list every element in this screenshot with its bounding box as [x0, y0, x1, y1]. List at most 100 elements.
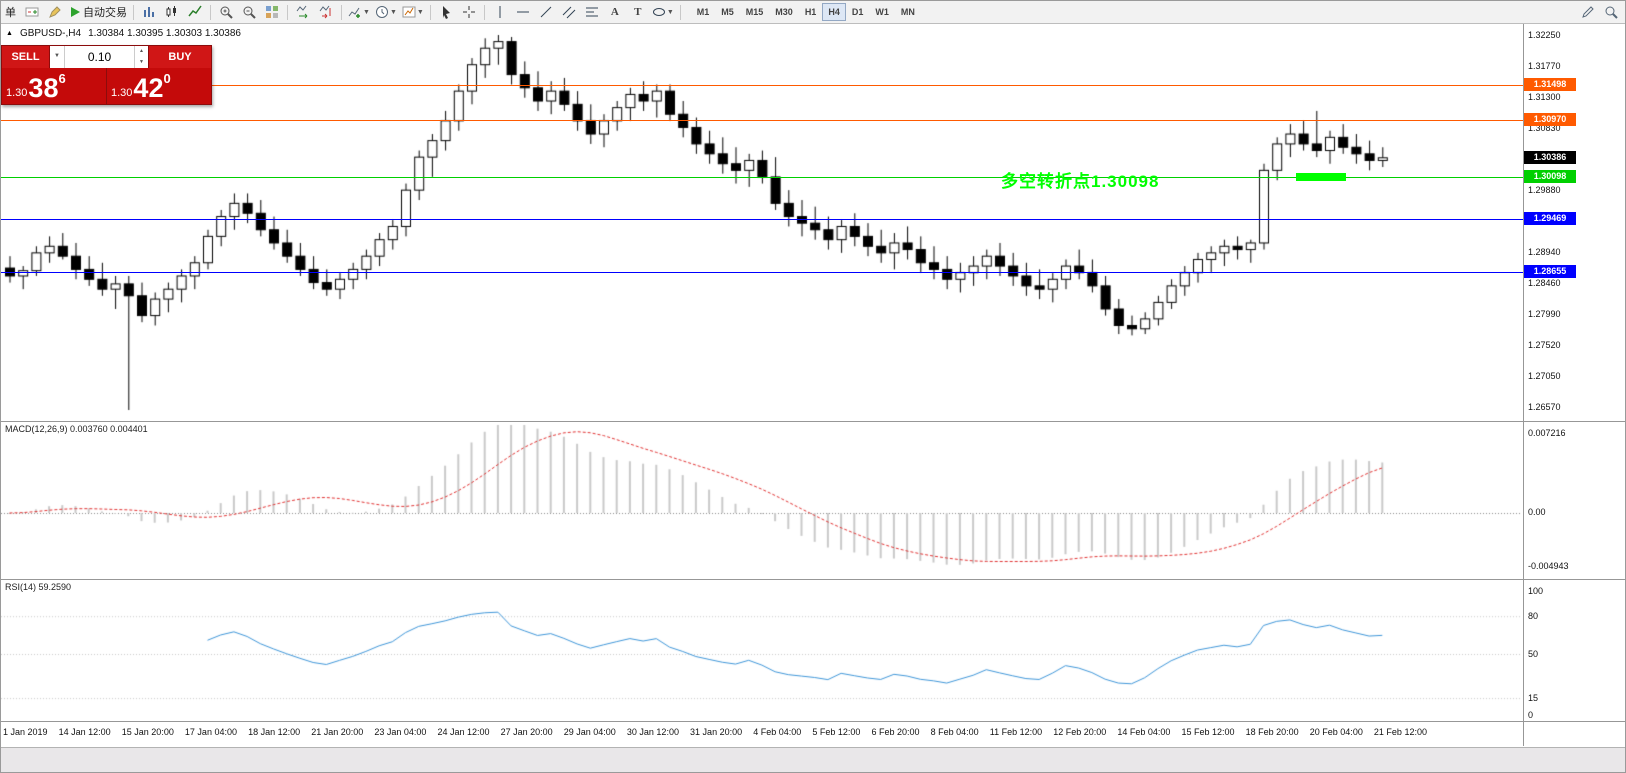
- time-axis-separator: [1, 721, 1625, 722]
- time-label: 29 Jan 04:00: [563, 727, 616, 737]
- timeframe-m30[interactable]: M30: [769, 3, 799, 21]
- metaeditor-icon[interactable]: [44, 2, 66, 22]
- timeframe-m5[interactable]: M5: [715, 3, 740, 21]
- template-icon: [402, 6, 416, 18]
- channel-icon[interactable]: [558, 2, 580, 22]
- price-axis-label: 1.30830: [1528, 123, 1561, 133]
- buy-button[interactable]: BUY: [149, 46, 211, 68]
- toolbar: 单 自动交易 ▼ ▼ ▼ A T ▼ M1: [1, 1, 1625, 24]
- autotrading-label: 自动交易: [83, 7, 127, 19]
- support-line-1[interactable]: [1, 219, 1523, 220]
- sell-price-big: 38: [28, 73, 59, 103]
- price-axis-border: [1523, 23, 1524, 746]
- volume-down-icon[interactable]: ▼: [139, 59, 144, 65]
- price-badge-support-1: 1.29469: [1524, 212, 1576, 225]
- pivot-line[interactable]: [1, 177, 1523, 178]
- buy-price-big: 42: [133, 73, 164, 103]
- fibonacci-icon[interactable]: [581, 2, 603, 22]
- rsi-label: RSI(14) 59.2590: [5, 582, 71, 592]
- time-label: 12 Feb 20:00: [1053, 727, 1107, 737]
- price-axis-label: 1.28460: [1528, 278, 1561, 288]
- macd-label: MACD(12,26,9) 0.003760 0.004401: [5, 424, 148, 434]
- bar-chart-icon[interactable]: [138, 2, 160, 22]
- volume-preset-dropdown[interactable]: ▼: [50, 46, 65, 68]
- ohlc-values: 1.30384 1.30395 1.30303 1.30386: [88, 28, 241, 39]
- time-label: 14 Jan 12:00: [58, 727, 111, 737]
- trendline-icon[interactable]: [535, 2, 557, 22]
- price-axis-label: 1.31300: [1528, 92, 1561, 102]
- price-badge-resistance-1: 1.31498: [1524, 78, 1576, 91]
- toolbar-separator: [287, 4, 288, 20]
- text-label-icon[interactable]: T: [634, 6, 642, 18]
- text-icon[interactable]: A: [610, 6, 619, 18]
- price-axis-label: 1.29880: [1528, 185, 1561, 195]
- timeframe-d1[interactable]: D1: [846, 3, 870, 21]
- new-order-icon[interactable]: [21, 2, 43, 22]
- time-label: 4 Feb 04:00: [753, 727, 802, 737]
- timeframe-h4[interactable]: H4: [822, 3, 846, 21]
- resistance-line-2[interactable]: [1, 120, 1523, 121]
- cursor-icon[interactable]: [435, 2, 457, 22]
- zoom-out-icon[interactable]: [238, 2, 260, 22]
- time-label: 6 Feb 20:00: [871, 727, 920, 737]
- price-chart-canvas[interactable]: [1, 1, 1523, 747]
- toolbar-separator: [210, 4, 211, 20]
- sell-button[interactable]: SELL: [2, 46, 49, 68]
- templates-button[interactable]: ▼: [400, 3, 426, 21]
- resistance-line-1[interactable]: [1, 85, 1523, 86]
- rsi-panel-splitter[interactable]: [1, 579, 1625, 580]
- candlestick-chart-icon[interactable]: [161, 2, 183, 22]
- timeframe-mn[interactable]: MN: [895, 3, 921, 21]
- macd-name: MACD(12,26,9): [5, 424, 68, 434]
- toolbar-separator: [429, 4, 431, 20]
- crosshair-icon[interactable]: [458, 2, 480, 22]
- sell-price-sup: 6: [58, 71, 66, 86]
- buy-price-box[interactable]: 1.30 42 0: [107, 68, 211, 104]
- price-badge-pivot: 1.30098: [1524, 170, 1576, 183]
- volume-input[interactable]: [65, 46, 134, 68]
- periods-button[interactable]: ▼: [373, 3, 399, 21]
- auto-scroll-icon[interactable]: [292, 2, 314, 22]
- volume-up-icon[interactable]: ▲: [139, 48, 144, 54]
- support-line-2[interactable]: [1, 272, 1523, 273]
- macd-panel-splitter[interactable]: [1, 421, 1625, 422]
- chart-shift-icon[interactable]: [315, 2, 337, 22]
- macd-axis-label: 0.007216: [1528, 428, 1566, 438]
- turning-point-annotation: 多空转折点1.30098: [1001, 172, 1160, 191]
- price-axis-label: 1.27520: [1528, 340, 1561, 350]
- time-label: 18 Jan 12:00: [248, 727, 301, 737]
- chevron-down-icon: ▼: [416, 8, 424, 16]
- time-label: 20 Feb 04:00: [1309, 727, 1363, 737]
- symbol-marker-icon: ▲: [6, 30, 13, 37]
- time-label: 8 Feb 04:00: [930, 727, 979, 737]
- menu-order-label[interactable]: 单: [5, 7, 16, 19]
- rsi-axis-label: 50: [1528, 649, 1539, 659]
- indicators-button[interactable]: ▼: [346, 3, 372, 21]
- shapes-button[interactable]: ▼: [650, 3, 676, 21]
- time-label: 24 Jan 12:00: [437, 727, 490, 737]
- zoom-in-icon[interactable]: [215, 2, 237, 22]
- pencil-icon[interactable]: [1577, 2, 1599, 22]
- price-axis-label: 1.32250: [1528, 30, 1561, 40]
- rsi-value: 59.2590: [38, 582, 72, 592]
- time-label: 21 Jan 20:00: [311, 727, 364, 737]
- timeframe-w1[interactable]: W1: [869, 3, 895, 21]
- time-label: 18 Feb 20:00: [1245, 727, 1299, 737]
- toolbar-separator: [341, 4, 342, 20]
- timeframe-m15[interactable]: M15: [740, 3, 770, 21]
- rsi-name: RSI(14): [5, 582, 37, 592]
- time-label: 5 Feb 12:00: [812, 727, 861, 737]
- horizontal-line-icon[interactable]: [512, 2, 534, 22]
- vertical-line-icon[interactable]: [489, 2, 511, 22]
- autotrading-play-icon: [71, 7, 80, 17]
- timeframe-m1[interactable]: M1: [691, 3, 716, 21]
- time-label: 1 Jan 2019: [3, 727, 48, 737]
- sell-price-box[interactable]: 1.30 38 6: [2, 68, 107, 104]
- tile-windows-icon[interactable]: [261, 2, 283, 22]
- line-chart-icon[interactable]: [184, 2, 206, 22]
- timeframe-h1[interactable]: H1: [799, 3, 823, 21]
- autotrading-button[interactable]: 自动交易: [67, 3, 129, 21]
- search-icon[interactable]: [1600, 2, 1622, 22]
- volume-stepper: ▲ ▼: [134, 46, 148, 68]
